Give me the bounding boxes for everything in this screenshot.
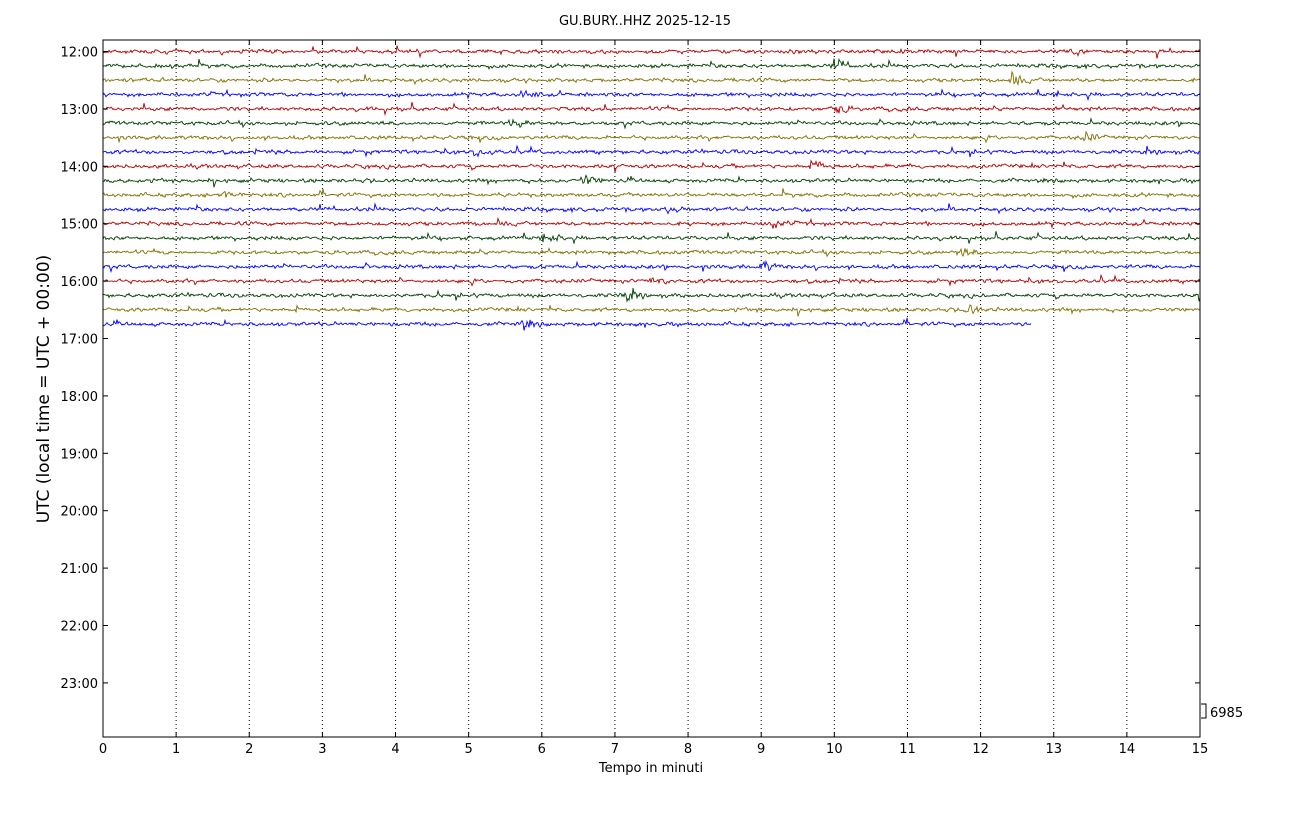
trace-line-1330 (102, 130, 1201, 144)
trace-line-1215 (102, 57, 1201, 71)
y-tick-label: 13:00 (61, 103, 98, 118)
y-tick-label: 12:00 (61, 46, 98, 61)
trace-line-1645 (102, 317, 1032, 331)
y-tick-label: 18:00 (61, 390, 98, 405)
y-tick-label: 15:00 (61, 218, 98, 233)
x-tick-label: 11 (899, 742, 916, 757)
trace-line-1315 (102, 117, 1201, 130)
trace-line-1245 (102, 88, 1201, 102)
x-tick-label: 15 (1192, 742, 1209, 757)
x-axis: 0 1 2 3 4 5 6 7 8 9 10 11 12 13 14 15 (99, 40, 1208, 757)
y-tick-label: 14:00 (61, 160, 98, 175)
trace-line-1600 (102, 273, 1201, 287)
trace-line-1200 (102, 45, 1201, 59)
x-axis-label: Tempo in minuti (598, 761, 703, 776)
x-tick-label: 4 (391, 742, 399, 757)
x-tick-label: 1 (172, 742, 180, 757)
trace-line-1400 (102, 159, 1201, 173)
trace-group (102, 45, 1201, 331)
trace-line-1345 (102, 144, 1200, 158)
plot-frame (102, 39, 1201, 738)
trace-line-1500 (102, 216, 1201, 230)
trace-line-1230 (102, 70, 1201, 87)
x-tick-label: 13 (1045, 742, 1062, 757)
y-axis-label: UTC (local time = UTC + 00:00) (34, 255, 54, 524)
scale-label: 6985 (1210, 706, 1243, 721)
x-tick-label: 7 (611, 742, 619, 757)
y-tick-label: 17:00 (61, 333, 98, 348)
trace-line-1300 (102, 101, 1201, 117)
y-tick-label: 20:00 (61, 505, 98, 520)
x-tick-label: 2 (245, 742, 253, 757)
trace-line-1415 (103, 173, 1201, 188)
y-tick-label: 16:00 (61, 275, 98, 290)
scale-bracket (1201, 703, 1207, 719)
x-tick-label: 0 (99, 742, 107, 757)
amplitude-scale: 6985 (1201, 703, 1243, 721)
x-tick-label: 8 (684, 742, 692, 757)
x-tick-label: 9 (757, 742, 765, 757)
x-tick-label: 12 (972, 742, 989, 757)
y-tick-label: 23:00 (61, 677, 98, 692)
x-tick-label: 10 (826, 742, 843, 757)
x-tick-label: 14 (1119, 742, 1136, 757)
chart-title: GU.BURY..HHZ 2025-12-15 (559, 14, 731, 29)
grid-lines (175, 40, 1128, 737)
trace-line-1515 (102, 231, 1200, 245)
trace-line-1630 (102, 304, 1201, 317)
y-tick-label: 22:00 (61, 620, 98, 635)
trace-line-1530 (102, 247, 1201, 258)
y-tick-label: 21:00 (61, 562, 98, 577)
trace-line-1430 (102, 188, 1201, 200)
trace-line-1545 (102, 259, 1201, 274)
y-tick-label: 19:00 (61, 447, 98, 462)
y-axis: 12:00 13:00 14:00 15:00 16:00 17:00 18:00 19:00… (61, 46, 1200, 692)
x-tick-label: 6 (538, 742, 546, 757)
trace-line-1615 (102, 287, 1201, 303)
x-tick-label: 3 (318, 742, 326, 757)
trace-line-1445 (102, 202, 1201, 215)
x-tick-label: 5 (465, 742, 473, 757)
